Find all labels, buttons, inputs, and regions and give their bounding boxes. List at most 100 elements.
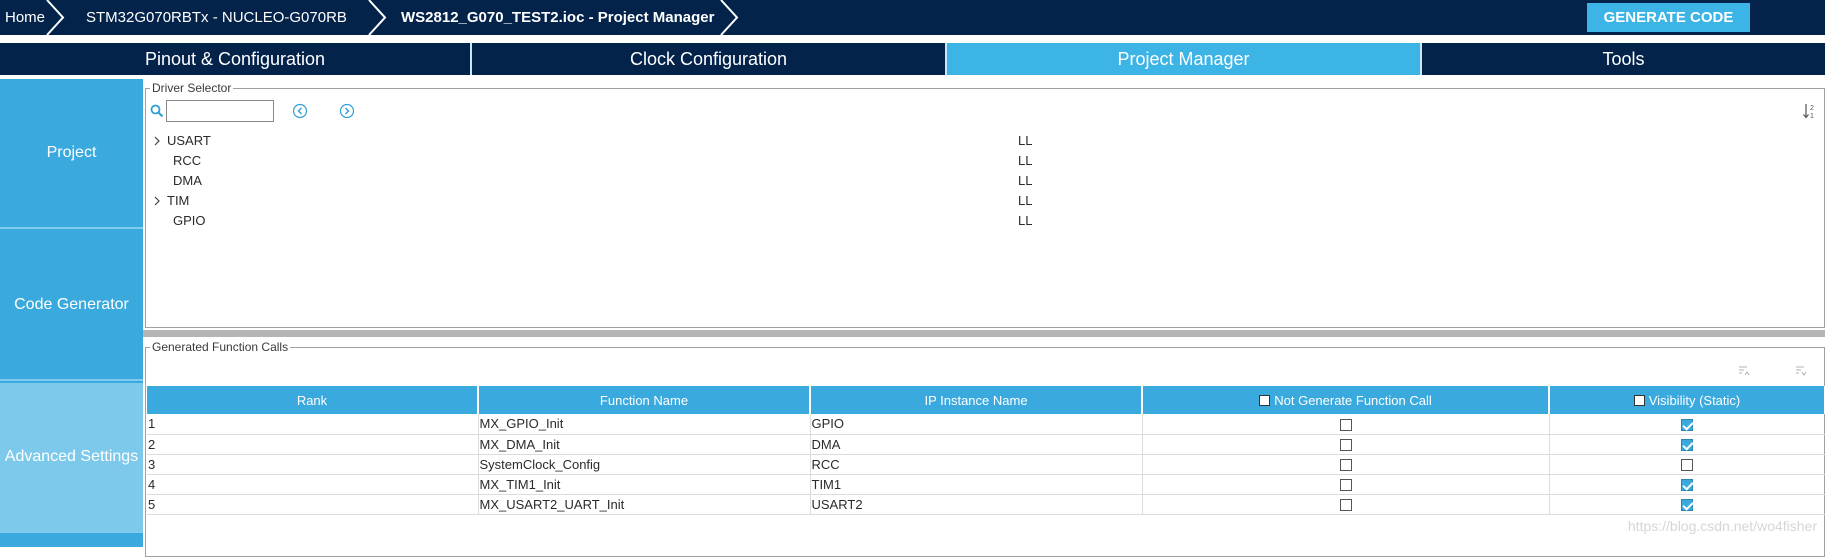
rank-cell: 4 bbox=[147, 474, 479, 495]
table-row[interactable]: 4 MX_TIM1_Init TIM1 bbox=[147, 474, 1825, 495]
driver-type[interactable]: LL bbox=[1018, 173, 1033, 188]
visibility-checkbox[interactable] bbox=[1681, 479, 1693, 492]
rank-cell: 5 bbox=[147, 494, 479, 515]
table-row[interactable]: 5 MX_USART2_UART_Init USART2 bbox=[147, 494, 1825, 515]
visibility-checkbox[interactable] bbox=[1681, 499, 1693, 512]
driver-type[interactable]: LL bbox=[1018, 153, 1033, 168]
visibility-checkbox[interactable] bbox=[1681, 459, 1693, 472]
not-generate-checkbox[interactable] bbox=[1339, 459, 1352, 472]
panel-splitter[interactable] bbox=[143, 330, 1825, 337]
not-generate-checkbox[interactable] bbox=[1339, 439, 1352, 452]
driver-name: USART bbox=[167, 133, 211, 148]
breadcrumb-home[interactable]: Home bbox=[5, 9, 46, 26]
tab-tools[interactable]: Tools bbox=[1602, 49, 1645, 69]
driver-type[interactable]: LL bbox=[1018, 133, 1033, 148]
breadcrumb: Home STM32G070RBTx - NUCLEO-G070RB WS281… bbox=[0, 0, 1825, 35]
visibility-cell bbox=[1549, 454, 1825, 475]
search-icon bbox=[150, 104, 164, 118]
sidebar-item-label: Project bbox=[46, 144, 97, 161]
not-generate-cell bbox=[1142, 414, 1550, 435]
watermark: https://blog.csdn.net/wo4fisher bbox=[1627, 518, 1817, 534]
column-header-label: Not Generate Function Call bbox=[1274, 392, 1432, 408]
breadcrumb-separator-icon bbox=[366, 0, 388, 35]
not-generate-cell bbox=[1142, 494, 1550, 515]
not-generate-cell bbox=[1142, 434, 1550, 455]
column-header-rank[interactable]: Rank bbox=[147, 386, 479, 414]
ip-instance-cell: DMA bbox=[810, 434, 1143, 455]
sidebar: Project Code Generator Advanced Settings bbox=[0, 79, 143, 547]
driver-name: GPIO bbox=[173, 213, 206, 228]
visibility-cell bbox=[1549, 494, 1825, 515]
driver-row-rcc[interactable]: RCC LL bbox=[146, 151, 1824, 171]
table-row[interactable]: 3 SystemClock_Config RCC bbox=[147, 454, 1825, 475]
driver-row-tim[interactable]: TIM LL bbox=[146, 191, 1824, 211]
move-up-icon[interactable] bbox=[1736, 364, 1750, 378]
visibility-all-checkbox[interactable] bbox=[1633, 394, 1645, 406]
function-name-cell: MX_DMA_Init bbox=[478, 434, 811, 455]
column-header-label: Visibility (Static) bbox=[1648, 392, 1741, 408]
function-name-cell: SystemClock_Config bbox=[478, 454, 811, 475]
driver-row-gpio[interactable]: GPIO LL bbox=[146, 211, 1824, 231]
tab-clock-configuration[interactable]: Clock Configuration bbox=[472, 43, 947, 75]
rank-cell: 2 bbox=[147, 434, 479, 455]
rank-cell: 1 bbox=[147, 414, 479, 435]
table-row[interactable]: 2 MX_DMA_Init DMA bbox=[147, 434, 1825, 455]
column-header-not-generate[interactable]: Not Generate Function Call bbox=[1142, 386, 1550, 414]
tab-project-manager[interactable]: Project Manager bbox=[947, 43, 1422, 75]
driver-row-dma[interactable]: DMA LL bbox=[146, 171, 1824, 191]
chevron-right-icon[interactable] bbox=[152, 136, 162, 146]
breadcrumb-board[interactable]: STM32G070RBTx - NUCLEO-G070RB bbox=[86, 9, 347, 26]
breadcrumb-file: WS2812_G070_TEST2.ioc - Project Manager bbox=[401, 9, 715, 26]
column-header-ip-instance[interactable]: IP Instance Name bbox=[810, 386, 1143, 414]
visibility-cell bbox=[1549, 414, 1825, 435]
driver-selector-title: Driver Selector bbox=[150, 81, 234, 95]
not-generate-checkbox[interactable] bbox=[1339, 479, 1352, 492]
driver-row-usart[interactable]: USART LL bbox=[146, 131, 1824, 151]
sidebar-item-code-generator[interactable]: Code Generator bbox=[0, 231, 143, 381]
svg-text:2: 2 bbox=[1810, 105, 1814, 112]
driver-name: TIM bbox=[167, 193, 190, 208]
sidebar-item-label: Advanced Settings bbox=[4, 448, 139, 465]
column-header-function-name[interactable]: Function Name bbox=[478, 386, 811, 414]
driver-selector-group: Driver Selector 2 1 USART LL RCC LL bbox=[145, 81, 1825, 328]
generate-code-button[interactable]: GENERATE CODE bbox=[1587, 3, 1750, 32]
not-generate-checkbox[interactable] bbox=[1339, 499, 1352, 512]
visibility-checkbox[interactable] bbox=[1681, 418, 1693, 431]
driver-search-input[interactable] bbox=[166, 100, 274, 122]
sidebar-item-project[interactable]: Project bbox=[0, 79, 143, 229]
not-generate-cell bbox=[1142, 454, 1550, 475]
tab-pinout-configuration[interactable]: Pinout & Configuration bbox=[0, 43, 472, 75]
advanced-settings-panel: Driver Selector 2 1 USART LL RCC LL bbox=[143, 79, 1825, 557]
move-down-icon[interactable] bbox=[1793, 364, 1807, 378]
driver-type[interactable]: LL bbox=[1018, 213, 1033, 228]
function-name-cell: MX_USART2_UART_Init bbox=[478, 494, 811, 515]
driver-name: RCC bbox=[173, 153, 202, 168]
ip-instance-cell: RCC bbox=[810, 454, 1143, 475]
table-row[interactable]: 1 MX_GPIO_Init GPIO bbox=[147, 414, 1825, 435]
rank-cell: 3 bbox=[147, 454, 479, 475]
breadcrumb-separator-icon bbox=[44, 0, 66, 35]
sort-icon[interactable]: 2 1 bbox=[1802, 102, 1818, 120]
function-name-cell: MX_TIM1_Init bbox=[478, 474, 811, 495]
main-tabs: Pinout & Configuration Clock Configurati… bbox=[0, 43, 1825, 75]
function-calls-table: Rank Function Name IP Instance Name Not … bbox=[147, 386, 1825, 515]
svg-text:1: 1 bbox=[1810, 113, 1814, 120]
ip-instance-cell: USART2 bbox=[810, 494, 1143, 515]
sidebar-item-advanced-settings[interactable]: Advanced Settings bbox=[0, 383, 143, 533]
table-header-row: Rank Function Name IP Instance Name Not … bbox=[147, 386, 1825, 414]
ip-instance-cell: GPIO bbox=[810, 414, 1143, 435]
ip-instance-cell: TIM1 bbox=[810, 474, 1143, 495]
visibility-checkbox[interactable] bbox=[1681, 439, 1693, 452]
next-match-icon[interactable] bbox=[339, 103, 355, 119]
breadcrumb-separator-icon bbox=[718, 0, 740, 35]
not-generate-checkbox[interactable] bbox=[1339, 418, 1352, 431]
driver-name: DMA bbox=[173, 173, 202, 188]
not-generate-all-checkbox[interactable] bbox=[1259, 394, 1271, 406]
function-name-cell: MX_GPIO_Init bbox=[478, 414, 811, 435]
previous-match-icon[interactable] bbox=[292, 103, 308, 119]
sidebar-item-label: Code Generator bbox=[14, 296, 129, 313]
driver-type[interactable]: LL bbox=[1018, 193, 1033, 208]
column-header-visibility[interactable]: Visibility (Static) bbox=[1549, 386, 1825, 414]
chevron-right-icon[interactable] bbox=[152, 196, 162, 206]
visibility-cell bbox=[1549, 474, 1825, 495]
